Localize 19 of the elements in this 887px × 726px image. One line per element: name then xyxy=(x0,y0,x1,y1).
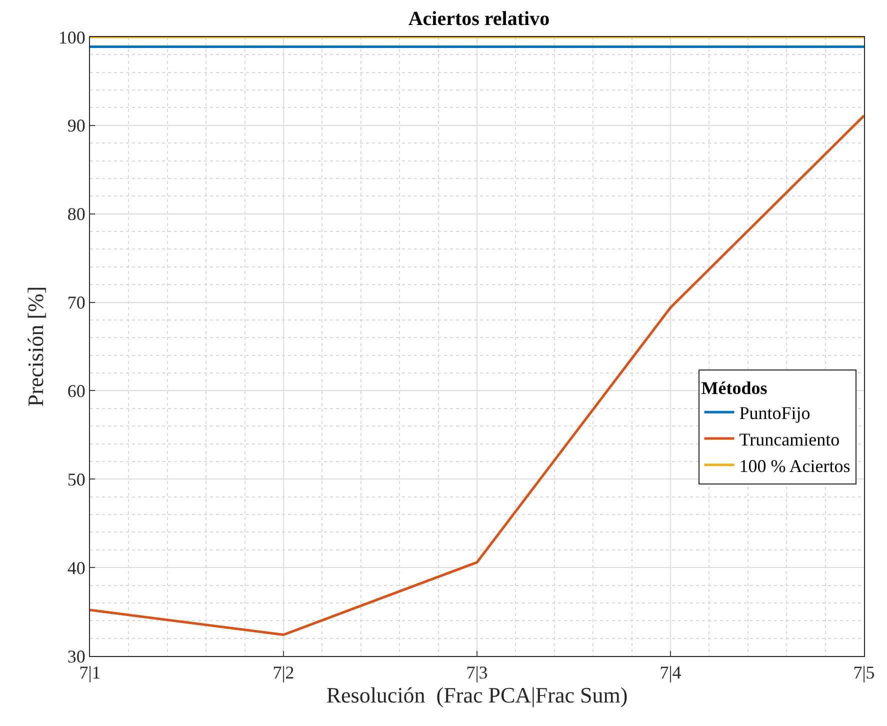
legend-label: PuntoFijo xyxy=(739,403,810,424)
x-tick-label: 7|5 xyxy=(853,662,875,683)
legend-title: Métodos xyxy=(701,378,768,398)
y-tick-label: 80 xyxy=(67,204,86,224)
x-tick-label: 7|4 xyxy=(660,662,682,683)
y-tick-label: 60 xyxy=(67,381,86,402)
chart-title: Aciertos relativo xyxy=(408,8,550,30)
y-tick-label: 70 xyxy=(67,292,86,313)
y-tick-label: 40 xyxy=(67,558,86,578)
y-tick-label: 50 xyxy=(67,469,86,490)
x-tick-label: 7|2 xyxy=(272,662,294,683)
x-tick-label: 7|3 xyxy=(466,662,488,683)
y-tick-label: 100 xyxy=(58,27,86,48)
legend-label: Truncamiento xyxy=(739,429,840,450)
y-axis-title: Precisión [%] xyxy=(23,286,48,407)
y-tick-label: 90 xyxy=(67,116,86,136)
legend-label: 100 % Aciertos xyxy=(739,456,850,476)
x-axis-title: Resolución (Frac PCA|Frac Sum) xyxy=(326,682,628,708)
line-series xyxy=(90,114,864,636)
